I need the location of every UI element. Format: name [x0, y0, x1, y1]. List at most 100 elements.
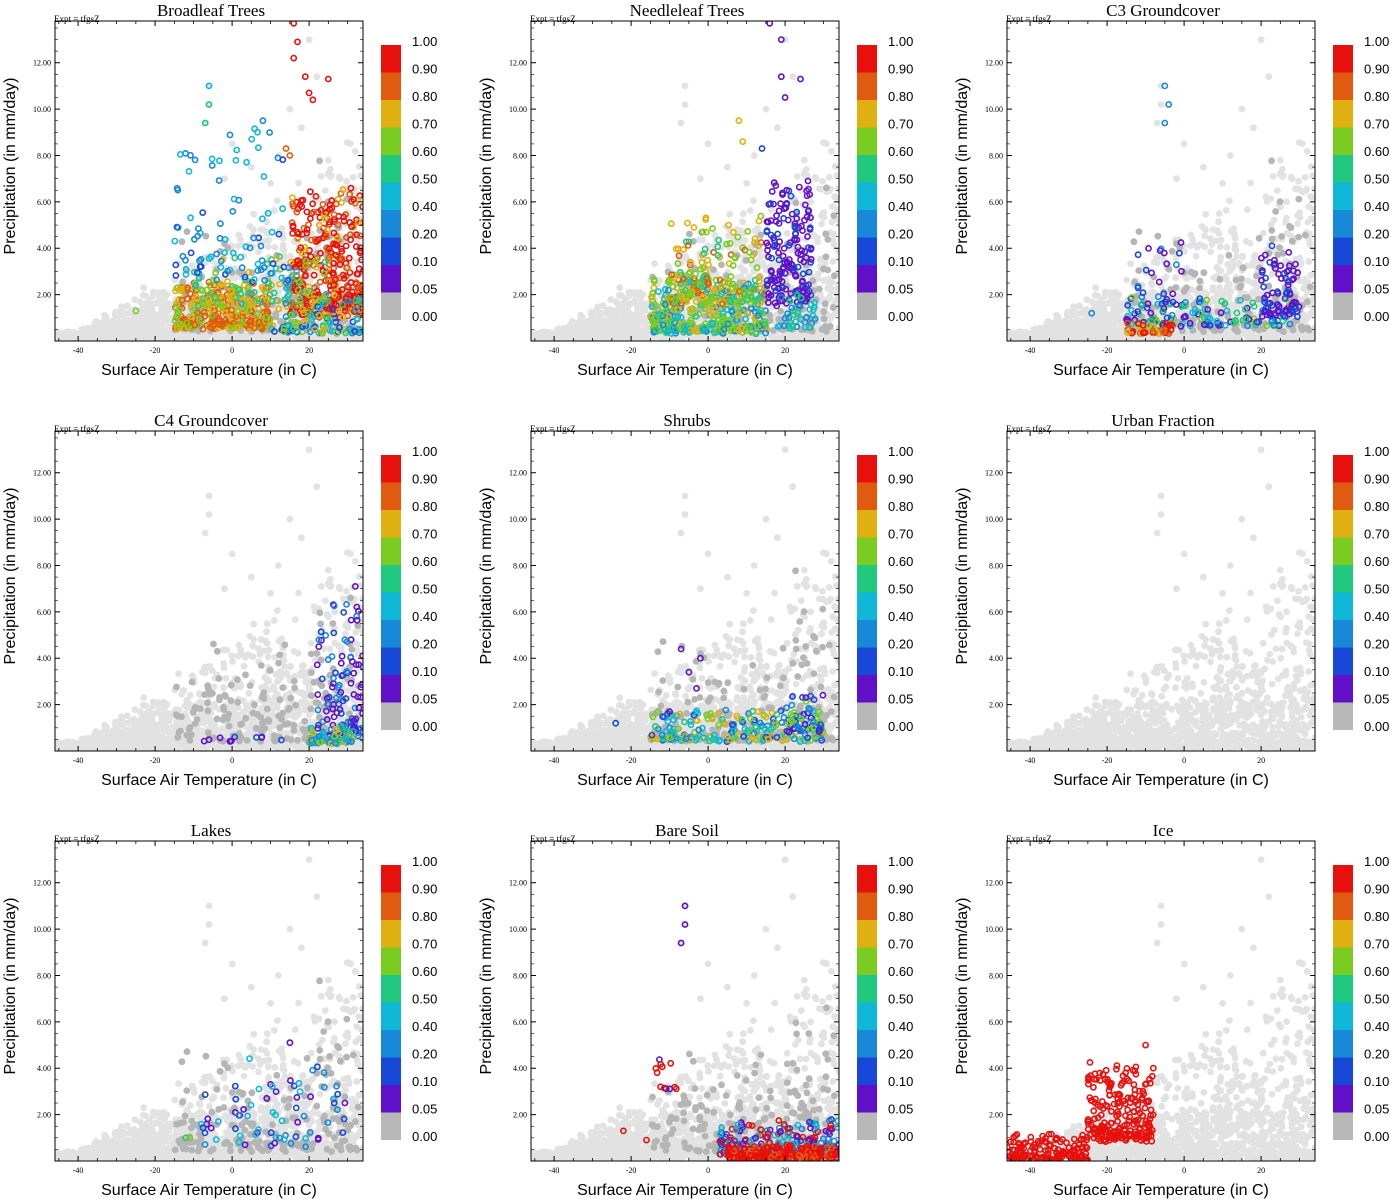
x-tick-label: 0: [230, 346, 234, 355]
data-point: [208, 162, 216, 169]
data-point: [328, 197, 336, 204]
zero-fraction-point: [822, 323, 829, 330]
background-point: [824, 285, 832, 292]
background-point: [313, 73, 321, 81]
data-point: [315, 221, 323, 229]
data-point: [178, 296, 186, 304]
data-point: [185, 167, 193, 175]
zero-fraction-point: [830, 272, 838, 280]
background-point: [351, 147, 359, 155]
data-point: [228, 287, 236, 295]
data-point: [320, 299, 328, 307]
background-point: [814, 238, 821, 246]
background-point: [623, 314, 630, 322]
data-point: [334, 221, 342, 229]
data-point: [187, 313, 194, 320]
data-point: [299, 306, 307, 314]
data-point: [262, 313, 270, 321]
background-point: [270, 207, 278, 214]
background-point: [833, 172, 839, 179]
data-point: [292, 287, 300, 294]
data-point: [320, 270, 328, 278]
data-point: [194, 309, 201, 316]
data-point: [215, 177, 223, 184]
data-point: [308, 316, 315, 324]
colorbar-segment: [381, 182, 401, 210]
data-point: [294, 38, 301, 46]
data-point: [254, 267, 262, 274]
data-point: [182, 256, 189, 264]
data-point: [350, 196, 357, 203]
data-point: [263, 295, 271, 303]
background-point: [159, 311, 167, 319]
data-point: [325, 220, 333, 228]
background-point: [221, 175, 228, 183]
background-point: [618, 329, 625, 337]
background-point: [194, 332, 202, 340]
zero-fraction-point: [179, 278, 187, 286]
data-point: [241, 276, 249, 284]
data-point: [246, 318, 254, 326]
data-point: [316, 278, 324, 286]
background-point: [820, 139, 827, 147]
background-point: [629, 328, 637, 336]
data-point: [261, 276, 268, 284]
data-point: [684, 219, 691, 227]
data-point: [296, 278, 304, 286]
background-point: [827, 314, 835, 322]
data-point: [194, 225, 202, 232]
data-point: [238, 300, 245, 308]
y-tick-label: 4.00: [37, 244, 51, 253]
background-point: [142, 329, 149, 337]
data-point: [310, 208, 317, 216]
data-point: [201, 312, 209, 320]
background-point: [830, 230, 837, 238]
data-point: [301, 243, 309, 251]
data-point: [172, 305, 180, 312]
background-point: [174, 333, 181, 341]
colorbar-label: 0.05: [412, 282, 437, 297]
data-point: [229, 249, 237, 257]
data-point: [208, 306, 216, 313]
data-point: [221, 249, 228, 256]
zero-fraction-point: [686, 230, 693, 238]
data-point: [289, 222, 297, 230]
data-point: [280, 328, 288, 336]
data-point: [324, 75, 332, 83]
expt-label: Expt = tfgsZ: [54, 14, 100, 24]
data-point: [327, 286, 335, 294]
zero-fraction-point: [178, 238, 186, 246]
data-point: [172, 261, 180, 269]
background-point: [612, 334, 620, 341]
background-point: [258, 333, 265, 341]
background-point: [593, 333, 601, 341]
data-point: [248, 135, 256, 143]
data-point: [320, 295, 327, 302]
data-point: [755, 217, 763, 225]
data-point: [285, 321, 293, 329]
data-point: [300, 224, 308, 232]
y-tick-label: 2.00: [37, 291, 51, 300]
background-point: [140, 284, 148, 292]
data-point: [274, 297, 282, 305]
data-point: [207, 253, 215, 261]
data-point: [321, 214, 329, 222]
background-point: [726, 210, 734, 218]
data-point: [734, 233, 742, 241]
data-point: [187, 249, 195, 257]
data-point: [315, 304, 323, 312]
data-point: [242, 243, 250, 251]
background-point: [228, 140, 236, 148]
zero-fraction-point: [829, 304, 837, 311]
background-point: [237, 236, 245, 243]
data-point: [325, 253, 333, 261]
background-point: [201, 334, 209, 341]
data-point: [239, 296, 246, 304]
data-point: [282, 313, 290, 321]
data-point: [279, 156, 287, 164]
data-point: [213, 276, 220, 284]
data-point: [258, 257, 266, 264]
data-point: [309, 200, 317, 208]
data-point: [309, 96, 317, 104]
data-point: [332, 251, 340, 259]
